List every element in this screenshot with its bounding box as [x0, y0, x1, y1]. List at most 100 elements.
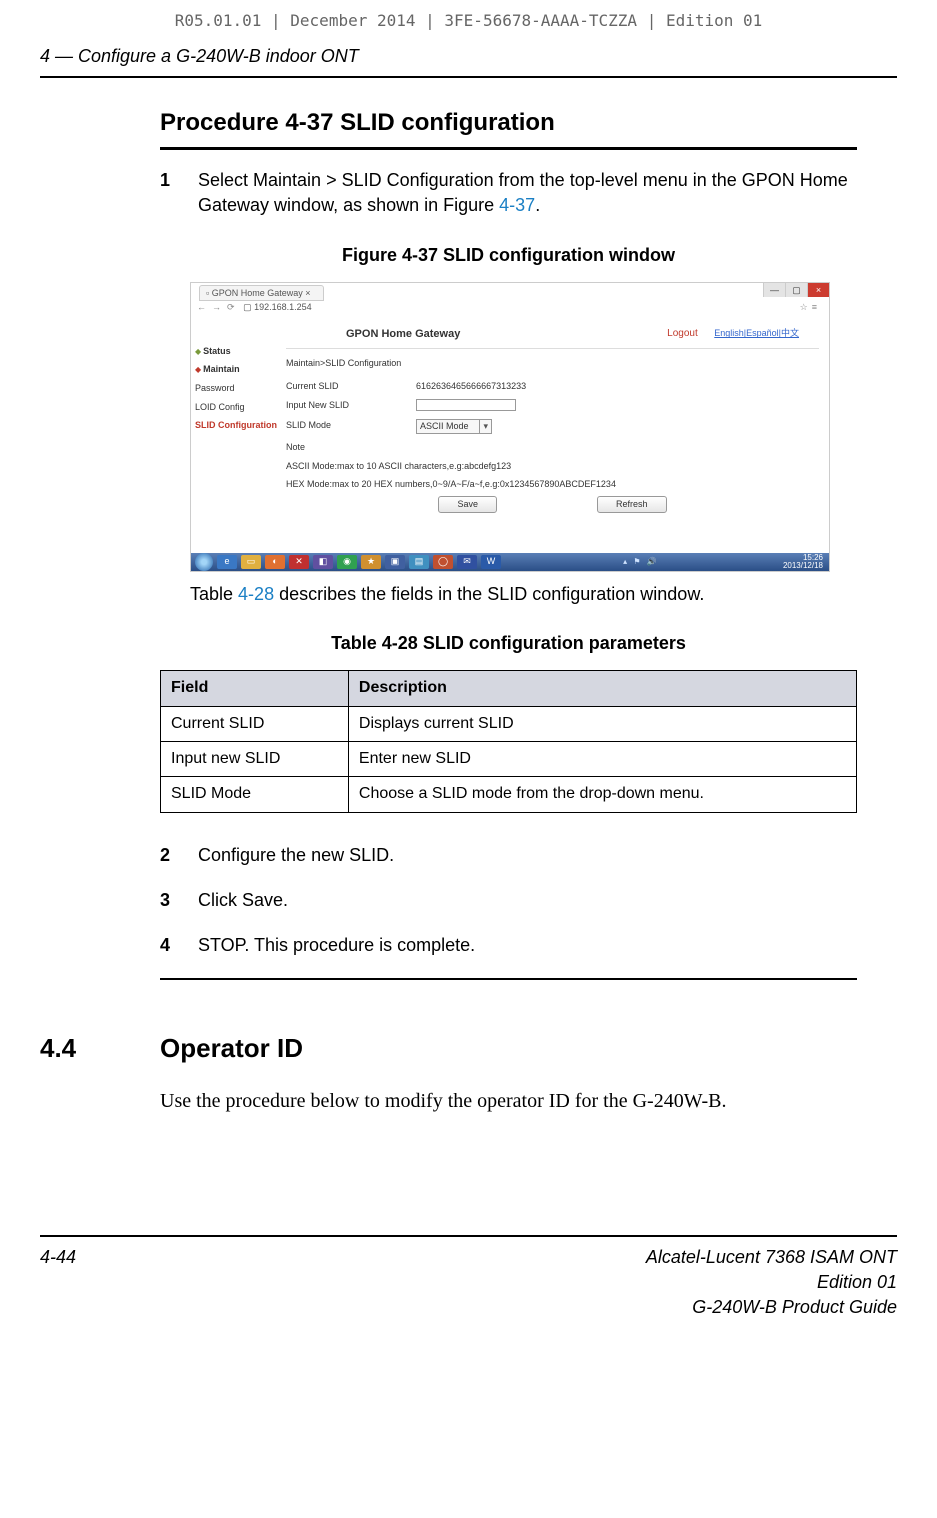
tb-search-icon[interactable]: ◯	[433, 555, 453, 569]
chapter-header: 4 — Configure a G-240W-B indoor ONT	[40, 44, 897, 77]
step-num: 4	[160, 933, 198, 958]
table-row: Input new SLID Enter new SLID	[161, 741, 857, 776]
breadcrumb: Maintain>SLID Configuration	[286, 357, 819, 370]
url-text: ▢ 192.168.1.254	[243, 302, 312, 312]
menu-icon[interactable]: ≡	[812, 302, 821, 312]
systray[interactable]: ▴ ⚑ 🔊	[623, 556, 659, 567]
table-header-row: Field Description	[161, 671, 857, 706]
clock-date: 2013/12/18	[783, 562, 823, 570]
star-icon[interactable]: ☆	[800, 302, 812, 312]
table-caption: Table 4-28 SLID configuration parameters	[160, 631, 857, 656]
procedure-rule	[160, 147, 857, 150]
sidebar-item-password[interactable]: Password	[195, 382, 282, 395]
start-button[interactable]	[195, 553, 213, 571]
section-heading: 4.4 Operator ID	[40, 1030, 897, 1066]
procedure-end-rule	[160, 978, 857, 980]
footer-line3: G-240W-B Product Guide	[646, 1295, 897, 1320]
label-input-slid: Input New SLID	[286, 399, 416, 412]
label-slid-mode: SLID Mode	[286, 419, 416, 434]
tb-mail-icon[interactable]: ✉	[457, 555, 477, 569]
close-icon[interactable]: ×	[807, 283, 829, 297]
step-text: Configure the new SLID.	[198, 843, 857, 868]
save-button[interactable]: Save	[438, 496, 497, 513]
step-text: STOP. This procedure is complete.	[198, 933, 857, 958]
step-num: 2	[160, 843, 198, 868]
step-num: 3	[160, 888, 198, 913]
param-table: Field Description Current SLID Displays …	[160, 670, 857, 813]
th-description: Description	[348, 671, 856, 706]
taskbar-clock[interactable]: 15:26 2013/12/18	[783, 554, 825, 570]
td-desc: Choose a SLID mode from the drop-down me…	[348, 777, 856, 812]
tb-misc2-icon[interactable]: ▤	[409, 555, 429, 569]
app-title: GPON Home Gateway	[346, 327, 460, 342]
sidebar-item-status[interactable]: Status	[195, 345, 282, 358]
step-2: 2 Configure the new SLID.	[160, 843, 857, 868]
td-desc: Enter new SLID	[348, 741, 856, 776]
tb-word-icon[interactable]: W	[481, 555, 501, 569]
nav-back-icon[interactable]: ←	[197, 302, 208, 312]
logout-link[interactable]: Logout	[667, 328, 698, 339]
label-current-slid: Current SLID	[286, 380, 416, 393]
step-4: 4 STOP. This procedure is complete.	[160, 933, 857, 958]
step-num: 1	[160, 168, 198, 218]
refresh-button[interactable]: Refresh	[597, 496, 667, 513]
reload-icon[interactable]: ⟳	[227, 302, 237, 312]
nav-fwd-icon[interactable]: →	[212, 302, 223, 312]
step-3: 3 Click Save.	[160, 888, 857, 913]
footer-line2: Edition 01	[646, 1270, 897, 1295]
procedure-title: Procedure 4-37 SLID configuration	[160, 106, 857, 140]
maximize-icon[interactable]: ▢	[785, 283, 807, 297]
lang-links[interactable]: English|Español|中文	[714, 328, 799, 338]
tb-app-icon[interactable]: ◧	[313, 555, 333, 569]
app-header: GPON Home Gateway Logout English|Español…	[286, 321, 819, 349]
main-panel: GPON Home Gateway Logout English|Español…	[286, 317, 829, 553]
input-new-slid[interactable]	[416, 399, 516, 411]
note-hex: HEX Mode:max to 20 HEX numbers,0~9/A~F/a…	[286, 478, 819, 491]
after-fig-pre: Table	[190, 584, 238, 604]
section-body: Use the procedure below to modify the op…	[40, 1087, 897, 1115]
address-bar[interactable]: ← → ⟳ ▢ 192.168.1.254	[197, 301, 312, 314]
after-figure-text: Table 4-28 describes the fields in the S…	[190, 582, 857, 607]
footer-right: Alcatel-Lucent 7368 ISAM ONT Edition 01 …	[646, 1245, 897, 1321]
tab-title: GPON Home Gateway	[212, 288, 303, 298]
browser-tab[interactable]: ▫ GPON Home Gateway ×	[199, 285, 324, 302]
select-slid-mode[interactable]: ASCII Mode	[416, 419, 492, 434]
window-controls: — ▢ ×	[763, 283, 829, 297]
tb-misc1-icon[interactable]: ▣	[385, 555, 405, 569]
td-field: Current SLID	[161, 706, 349, 741]
row-note: Note	[286, 441, 819, 454]
figure-link[interactable]: 4-37	[499, 195, 535, 215]
tab-close-icon[interactable]: ×	[303, 288, 311, 298]
figure-caption: Figure 4-37 SLID configuration window	[160, 243, 857, 268]
tb-chrome-icon[interactable]: ◉	[337, 555, 357, 569]
row-current-slid: Current SLID 6162636465666667313233	[286, 380, 819, 393]
watermark: R05.01.01 | December 2014 | 3FE-56678-AA…	[40, 10, 897, 32]
sidebar-item-slid[interactable]: SLID Configuration	[195, 419, 282, 432]
sidebar-item-maintain[interactable]: Maintain	[195, 363, 282, 376]
note-ascii: ASCII Mode:max to 10 ASCII characters,e.…	[286, 460, 819, 473]
th-field: Field	[161, 671, 349, 706]
td-desc: Displays current SLID	[348, 706, 856, 741]
tb-x-icon[interactable]: ✕	[289, 555, 309, 569]
minimize-icon[interactable]: —	[763, 283, 785, 297]
value-current-slid: 6162636465666667313233	[416, 380, 526, 393]
row-slid-mode: SLID Mode ASCII Mode	[286, 419, 819, 434]
td-field: Input new SLID	[161, 741, 349, 776]
button-row: Save Refresh	[286, 496, 819, 513]
tb-ie-icon[interactable]: e	[217, 555, 237, 569]
footer: 4-44 Alcatel-Lucent 7368 ISAM ONT Editio…	[40, 1245, 897, 1333]
tb-folder-icon[interactable]: ▭	[241, 555, 261, 569]
browser-icons: ☆≡	[800, 301, 821, 314]
after-fig-post: describes the fields in the SLID configu…	[274, 584, 704, 604]
tb-ff-icon[interactable]: ◐	[265, 555, 285, 569]
table-link[interactable]: 4-28	[238, 584, 274, 604]
taskbar: e ▭ ◐ ✕ ◧ ◉ ★ ▣ ▤ ◯ ✉ W ▴ ⚑ 🔊 15:26 2013…	[191, 553, 829, 571]
sidebar-item-loid[interactable]: LOID Config	[195, 401, 282, 414]
label-note: Note	[286, 441, 416, 454]
tb-star-icon[interactable]: ★	[361, 555, 381, 569]
table-row: Current SLID Displays current SLID	[161, 706, 857, 741]
footer-line1: Alcatel-Lucent 7368 ISAM ONT	[646, 1245, 897, 1270]
td-field: SLID Mode	[161, 777, 349, 812]
sidebar: Status Maintain Password LOID Config SLI…	[191, 317, 286, 553]
step-text-b: .	[535, 195, 540, 215]
